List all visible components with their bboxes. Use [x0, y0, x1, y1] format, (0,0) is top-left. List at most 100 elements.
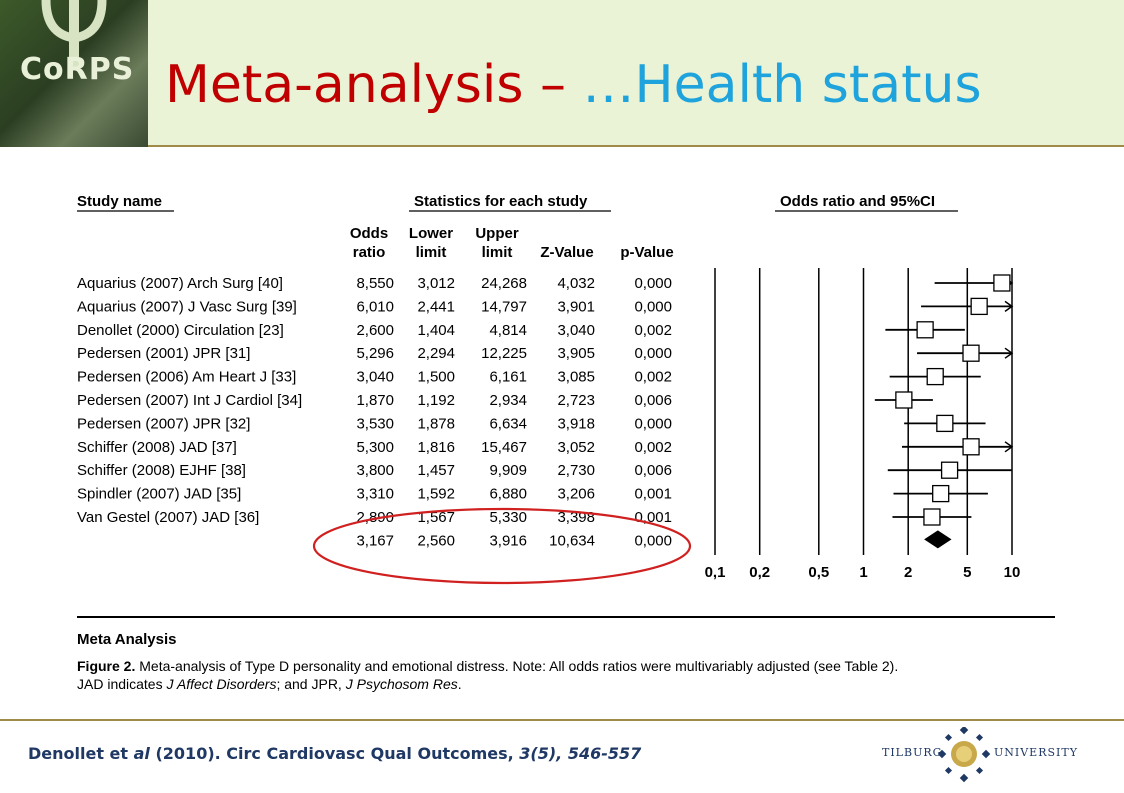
- caption-figure-number: Figure 2.: [77, 658, 135, 674]
- corps-logo: CoRPS: [0, 0, 148, 147]
- study-lower-5: 1,192: [417, 392, 455, 409]
- tilburg-university-logo: Tilburg University: [882, 727, 1077, 783]
- study-or-9: 3,310: [356, 486, 394, 503]
- psi-icon: [41, 0, 107, 70]
- meta-analysis-label: Meta Analysis: [77, 631, 177, 648]
- x-tick-label-1: 0,2: [749, 564, 770, 581]
- study-or-3: 5,296: [356, 345, 394, 362]
- footer-divider: [0, 719, 1124, 721]
- study-point-2: [916, 321, 934, 339]
- university-word-1: Tilburg: [882, 746, 943, 759]
- col-p: p-Value: [620, 244, 673, 261]
- title-part-1: Meta-analysis –: [165, 55, 566, 115]
- caption-text-1: Meta-analysis of Type D personality and …: [135, 658, 898, 674]
- study-z-2: 3,040: [557, 322, 595, 339]
- pooled-diamond: [924, 530, 952, 549]
- x-tick-label-6: 10: [1004, 564, 1021, 581]
- col-statistics: Statistics for each study: [414, 193, 588, 210]
- col-upper-2: limit: [482, 244, 513, 261]
- study-p-4: 0,002: [634, 369, 672, 386]
- study-lower-0: 3,012: [417, 275, 455, 292]
- study-point-4: [926, 367, 944, 386]
- pooled-lower: 2,560: [417, 532, 455, 549]
- study-upper-1: 14,797: [481, 298, 527, 315]
- study-lower-3: 2,294: [417, 345, 455, 362]
- study-rows: Aquarius (2007) Arch Surg [40] 8,550 3,012…: [77, 275, 672, 549]
- logo-text: CoRPS: [20, 52, 135, 87]
- study-lower-2: 1,404: [417, 322, 455, 339]
- x-tick-label-2: 0,5: [808, 564, 829, 581]
- col-odds-2: ratio: [353, 244, 386, 261]
- study-p-8: 0,006: [634, 462, 672, 479]
- caption-line-2: JAD indicates J Affect Disorders; and JP…: [77, 676, 462, 692]
- forest-plot: 0,1 0,2 0,5 1 2 5 10: [705, 268, 1021, 581]
- study-lower-8: 1,457: [417, 462, 455, 479]
- study-lower-7: 1,816: [417, 439, 455, 456]
- caption-line-1: Figure 2. Meta-analysis of Type D person…: [77, 658, 898, 674]
- citation: Denollet et al (2010). Circ Cardiovasc Q…: [28, 744, 641, 763]
- x-tick-label-0: 0,1: [705, 564, 726, 581]
- study-point-3: [962, 344, 980, 362]
- study-z-3: 3,905: [557, 345, 595, 362]
- study-p-1: 0,000: [634, 298, 672, 315]
- x-tick-label-5: 5: [963, 564, 971, 581]
- caption-text-2b: J Affect Disorders: [165, 676, 276, 692]
- study-name-5: Pedersen (2007) Int J Cardiol [34]: [77, 392, 302, 409]
- study-upper-0: 24,268: [481, 275, 527, 292]
- study-or-4: 3,040: [356, 369, 394, 386]
- study-z-4: 3,085: [557, 369, 595, 386]
- cite-part-2: al: [133, 744, 150, 763]
- col-study-name: Study name: [77, 193, 162, 210]
- pooled-z: 10,634: [549, 532, 595, 549]
- study-p-6: 0,000: [634, 415, 672, 432]
- study-upper-5: 2,934: [489, 392, 527, 409]
- cite-part-4: 3(5), 546-557: [519, 744, 642, 763]
- study-z-1: 3,901: [557, 298, 595, 315]
- col-lower-2: limit: [416, 244, 447, 261]
- study-lower-9: 1,592: [417, 486, 455, 503]
- caption-text-2d: J Psychosom Res: [345, 676, 458, 692]
- study-p-9: 0,001: [634, 486, 672, 503]
- col-upper-1: Upper: [475, 225, 519, 242]
- cite-part-3: (2010). Circ Cardiovasc Qual Outcomes,: [149, 744, 520, 763]
- caption-text-2a: JAD indicates: [77, 676, 166, 692]
- study-point-6: [936, 414, 954, 433]
- title-part-2: …Health status: [582, 55, 982, 115]
- col-lower-1: Lower: [409, 225, 453, 242]
- study-upper-6: 6,634: [489, 415, 527, 432]
- study-z-9: 3,206: [557, 486, 595, 503]
- study-upper-10: 5,330: [489, 509, 527, 526]
- study-upper-2: 4,814: [489, 322, 527, 339]
- study-point-10: [923, 508, 941, 526]
- study-upper-9: 6,880: [489, 486, 527, 503]
- study-name-4: Pedersen (2006) Am Heart J [33]: [77, 369, 296, 386]
- tilburg-crest-icon: [937, 727, 991, 783]
- x-tick-label-3: 1: [859, 564, 867, 581]
- study-upper-8: 9,909: [489, 462, 527, 479]
- study-point-9: [932, 484, 950, 503]
- study-p-5: 0,006: [634, 392, 672, 409]
- study-name-9: Spindler (2007) JAD [35]: [77, 486, 241, 503]
- study-or-8: 3,800: [356, 462, 394, 479]
- study-upper-4: 6,161: [489, 369, 527, 386]
- col-or-ci: Odds ratio and 95%CI: [780, 193, 935, 210]
- page-title: Meta-analysis – …Health status: [165, 55, 982, 115]
- pooled-p: 0,000: [634, 532, 672, 549]
- study-point-5: [895, 391, 913, 409]
- study-or-0: 8,550: [356, 275, 394, 292]
- study-upper-3: 12,225: [481, 345, 527, 362]
- slide-header: CoRPS Meta-analysis – …Health status: [0, 0, 1124, 147]
- study-lower-4: 1,500: [417, 369, 455, 386]
- study-name-8: Schiffer (2008) EJHF [38]: [77, 462, 246, 479]
- study-lower-10: 1,567: [417, 509, 455, 526]
- study-ci-arrow-3: [1004, 347, 1014, 359]
- forest-plot-figure: Study name Statistics for each study Odd…: [77, 193, 1055, 692]
- study-z-7: 3,052: [557, 439, 595, 456]
- study-point-1: [970, 297, 988, 316]
- pooled-highlight-ellipse: [312, 507, 692, 585]
- study-p-0: 0,000: [634, 275, 672, 292]
- study-p-3: 0,000: [634, 345, 672, 362]
- col-odds-1: Odds: [350, 225, 388, 242]
- cite-part-1: Denollet et: [28, 744, 134, 763]
- study-or-7: 5,300: [356, 439, 394, 456]
